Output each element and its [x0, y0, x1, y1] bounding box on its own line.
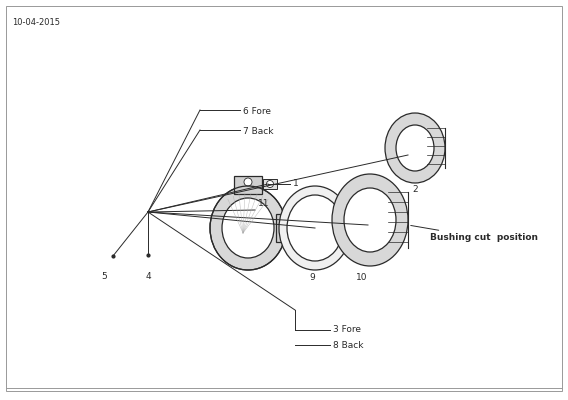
- Text: 10: 10: [356, 273, 367, 282]
- FancyBboxPatch shape: [276, 214, 294, 242]
- Text: 11: 11: [258, 199, 269, 208]
- Ellipse shape: [332, 174, 408, 266]
- Text: 9: 9: [309, 273, 315, 282]
- Ellipse shape: [396, 125, 434, 171]
- Text: 5: 5: [101, 272, 107, 281]
- Text: 4: 4: [145, 272, 151, 281]
- Ellipse shape: [266, 180, 274, 188]
- Text: 8 Back: 8 Back: [333, 340, 364, 350]
- Ellipse shape: [385, 113, 445, 183]
- Text: 10-04-2015: 10-04-2015: [12, 18, 60, 27]
- Text: 6 Fore: 6 Fore: [243, 108, 271, 116]
- Text: 7 Back: 7 Back: [243, 128, 274, 136]
- FancyBboxPatch shape: [234, 176, 262, 194]
- Ellipse shape: [281, 224, 289, 232]
- Text: 2: 2: [412, 185, 418, 194]
- Bar: [263, 179, 277, 189]
- Ellipse shape: [344, 188, 396, 252]
- Text: 1: 1: [293, 180, 299, 188]
- Ellipse shape: [210, 186, 286, 270]
- Ellipse shape: [222, 198, 274, 258]
- Text: Bushing cut  position: Bushing cut position: [411, 226, 538, 242]
- Ellipse shape: [287, 195, 343, 261]
- Text: 3 Fore: 3 Fore: [333, 326, 361, 334]
- Ellipse shape: [279, 186, 351, 270]
- Ellipse shape: [244, 178, 252, 186]
